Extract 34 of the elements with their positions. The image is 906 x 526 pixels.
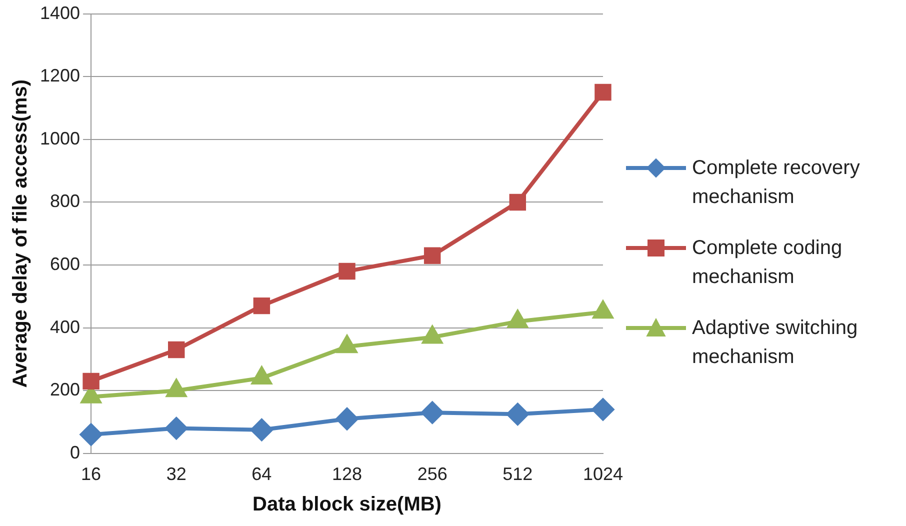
y-tick-label: 200 (50, 380, 80, 400)
x-tick-label: 1024 (582, 464, 623, 484)
x-tick-label: 512 (502, 464, 533, 484)
point (338, 262, 356, 280)
point (165, 417, 188, 440)
x-tick-label: 32 (166, 464, 186, 484)
y-tick-label: 1400 (40, 2, 80, 23)
x-tick-label: 64 (252, 464, 272, 484)
point (82, 372, 100, 390)
point (594, 84, 612, 101)
point (336, 408, 358, 430)
point (168, 341, 185, 358)
y-tick-label: 0 (70, 442, 80, 462)
point (80, 424, 102, 446)
x-tick-label: 128 (332, 464, 362, 484)
x-axis-title: Data block size(MB) (252, 494, 442, 516)
point (250, 418, 273, 441)
legend-label: Complete recovery mechanism (692, 156, 861, 210)
y-axis-title: Average delay of file access(ms) (10, 79, 32, 388)
y-tick-label: 400 (50, 316, 80, 337)
y-tick-label: 1000 (40, 128, 80, 148)
point (506, 403, 529, 426)
point (509, 194, 526, 211)
y-tick-label: 600 (50, 254, 80, 274)
x-tick-label: 16 (81, 464, 102, 484)
point (421, 402, 444, 424)
legend-label: Complete coding mechanism (692, 236, 844, 290)
point (592, 398, 614, 420)
x-tick-label: 256 (417, 464, 448, 484)
y-tick-label: 1200 (40, 66, 80, 86)
y-tick-label: 800 (50, 191, 80, 212)
point (253, 297, 270, 314)
legend-label: Adaptive switching mechanism (692, 316, 859, 370)
point (424, 247, 441, 264)
